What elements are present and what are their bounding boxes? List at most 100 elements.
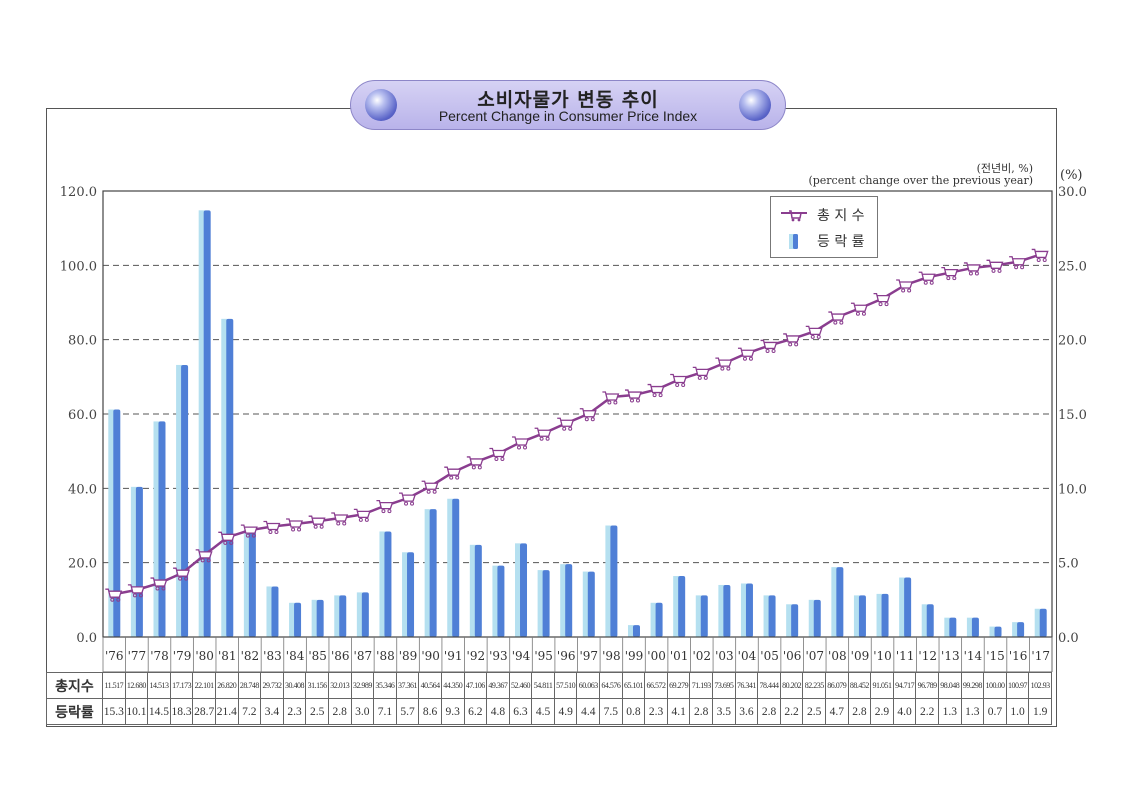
cart-marker-icon — [105, 588, 123, 602]
cart-marker-icon — [1009, 256, 1027, 270]
index-value-cell: 82.235 — [802, 672, 826, 699]
change-bar — [515, 543, 522, 637]
change-value-cell: 15.3 — [102, 698, 126, 725]
change-value-cell: 6.2 — [463, 698, 488, 725]
x-axis-label: '09 — [851, 649, 870, 663]
change-value-cell: 14.5 — [147, 698, 171, 725]
x-axis-label: '07 — [805, 649, 824, 663]
index-value-cell: 69.279 — [666, 672, 691, 699]
cart-marker-icon — [331, 512, 349, 526]
change-bar — [447, 498, 454, 637]
cart-line-icon — [781, 210, 807, 222]
index-value-cell: 86.079 — [825, 672, 849, 699]
cart-marker-icon — [896, 279, 914, 293]
index-value-cell: 71.193 — [689, 672, 714, 699]
cart-marker-icon — [737, 347, 755, 361]
change-value-cell: 18.3 — [169, 698, 194, 725]
cart-marker-icon — [647, 383, 665, 398]
change-bar-shade — [294, 602, 302, 637]
x-axis-label: '13 — [941, 649, 960, 663]
decorative-sphere-icon — [739, 89, 771, 121]
index-value-cell: 22.101 — [192, 672, 216, 699]
change-bar — [989, 626, 996, 637]
change-bar — [1012, 622, 1019, 637]
index-value-cell: 17.173 — [169, 672, 194, 699]
x-axis-label: '89 — [399, 649, 418, 663]
index-value-cell: 78.444 — [757, 672, 781, 699]
change-value-cell: 21.4 — [214, 698, 239, 725]
change-bar-shade — [429, 509, 437, 637]
change-bar — [831, 567, 838, 637]
change-bar — [176, 364, 183, 637]
change-value-cell: 2.3 — [644, 698, 668, 725]
x-axis-label: '17 — [1031, 649, 1050, 663]
change-bar — [492, 565, 499, 637]
left-axis-tick: 80.0 — [68, 334, 97, 349]
cart-marker-icon — [963, 262, 981, 276]
cart-marker-icon — [195, 549, 213, 563]
change-bar-shade — [542, 570, 550, 637]
chart-legend: 총 지 수 등 락 률 — [770, 196, 878, 258]
change-value-cell: 2.5 — [802, 698, 826, 725]
change-value-cell: 4.9 — [553, 698, 578, 725]
change-bar-shade — [971, 617, 979, 637]
change-bar — [605, 525, 612, 637]
change-value-cell: 8.6 — [418, 698, 442, 725]
change-value-cell: 3.6 — [734, 698, 759, 725]
x-axis-label: '97 — [580, 649, 599, 663]
right-axis-tick: 25.0 — [1058, 259, 1087, 274]
change-bar-shade — [316, 599, 324, 637]
change-value-cell: 7.5 — [599, 698, 623, 725]
change-value-cell: 2.8 — [847, 698, 872, 725]
change-value-cell: 5.7 — [395, 698, 420, 725]
legend-item-change: 등 락 률 — [781, 231, 865, 251]
change-bar — [582, 571, 589, 637]
change-value-cell: 2.2 — [915, 698, 939, 725]
change-bar-shade — [248, 529, 256, 637]
bar-swatch-icon — [789, 234, 798, 249]
x-axis-label: '04 — [738, 649, 757, 663]
change-bar — [356, 592, 363, 637]
change-bar — [650, 602, 657, 637]
change-value-cell: 2.8 — [689, 698, 714, 725]
change-bar-shade — [271, 586, 279, 637]
index-value-cell: 60.063 — [576, 672, 601, 699]
x-axis-label: '90 — [421, 649, 440, 663]
x-axis-label: '95 — [534, 649, 553, 663]
cart-marker-icon — [421, 480, 439, 494]
x-axis-label: '11 — [896, 649, 915, 663]
change-value-cell: 4.7 — [825, 698, 849, 725]
cart-marker-icon — [783, 333, 801, 347]
cart-marker-icon — [376, 499, 394, 514]
cart-marker-icon — [399, 492, 416, 506]
change-bar — [786, 604, 793, 637]
change-bar-shade — [520, 543, 528, 637]
x-axis-label: '10 — [873, 649, 892, 663]
index-value-cell: 64.576 — [599, 672, 623, 699]
change-bar-shade — [745, 583, 753, 637]
cart-marker-icon — [512, 436, 529, 450]
change-bar — [853, 595, 860, 637]
change-bar — [221, 318, 228, 637]
x-axis-label: '86 — [331, 649, 350, 663]
x-axis-label: '08 — [828, 649, 847, 663]
index-value-cell: 11.517 — [102, 672, 126, 699]
x-axis-label: '83 — [263, 649, 282, 663]
unit-note-english: (percent change over the previous year) — [808, 174, 1033, 187]
cart-marker-icon — [873, 292, 891, 307]
change-bar — [921, 604, 928, 637]
change-bar-shade — [203, 210, 211, 637]
right-axis-tick: 30.0 — [1058, 185, 1087, 200]
cart-marker-icon — [918, 271, 936, 285]
cart-marker-icon — [760, 339, 778, 353]
change-value-cell: 1.3 — [960, 698, 985, 725]
cart-marker-icon — [715, 357, 733, 371]
change-bar — [402, 552, 409, 637]
cart-marker-icon — [828, 311, 846, 325]
index-value-cell: 57.510 — [553, 672, 578, 699]
change-bar — [740, 583, 747, 637]
change-bar — [153, 421, 160, 637]
change-bar — [560, 564, 567, 637]
x-axis-label: '85 — [308, 649, 327, 663]
